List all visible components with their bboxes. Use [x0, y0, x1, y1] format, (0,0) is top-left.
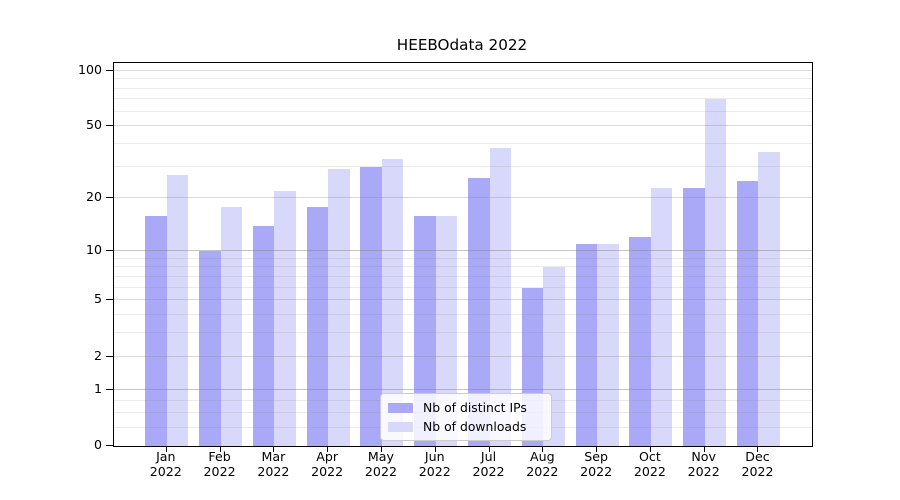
bar-distinct-ips-jan: [145, 215, 167, 446]
y-gridline: [114, 110, 812, 112]
x-tick-label-mar: Mar 2022: [257, 449, 290, 479]
chart-title: HEEBOdata 2022: [396, 36, 528, 54]
bar-downloads-jun: [435, 215, 458, 446]
x-tick-label-feb: Feb 2022: [203, 449, 236, 479]
legend-label-distinct-ips: Nb of distinct IPs: [423, 400, 527, 415]
x-tick-mark: [219, 446, 221, 452]
x-tick-label-oct: Oct 2022: [633, 449, 666, 479]
y-tick-mark: [106, 445, 113, 446]
x-tick-label-aug: Aug 2022: [526, 449, 559, 479]
bar-distinct-ips-may: [360, 166, 382, 446]
x-tick-mark: [488, 446, 490, 452]
bar-distinct-ips-dec: [736, 181, 759, 446]
bar-distinct-ips-sep: [575, 243, 598, 446]
bar-distinct-ips-apr: [306, 206, 329, 446]
y-tick-label: 20: [85, 189, 102, 205]
y-gridline: [114, 125, 812, 127]
y-gridline: [114, 286, 812, 288]
y-gridline: [114, 250, 812, 251]
bar-downloads-may: [381, 159, 404, 446]
y-tick-label: 1: [93, 380, 102, 396]
x-tick-mark: [649, 446, 651, 452]
legend-row-distinct-ips: Nb of distinct IPs: [388, 398, 551, 417]
bar-distinct-ips-feb: [199, 251, 221, 446]
y-gridline: [114, 78, 812, 80]
y-tick-label: 2: [93, 347, 102, 363]
bar-distinct-ips-oct: [629, 237, 651, 446]
y-gridline: [114, 275, 812, 277]
x-tick-mark: [596, 446, 598, 452]
y-tick-label: 100: [77, 61, 102, 77]
bar-downloads-nov: [704, 99, 727, 446]
x-tick-label-jan: Jan 2022: [149, 449, 182, 479]
y-tick-label: 0: [93, 437, 102, 452]
x-tick-label-nov: Nov 2022: [687, 449, 720, 479]
y-gridline: [114, 314, 812, 316]
x-tick-mark: [542, 446, 544, 452]
x-tick-label-sep: Sep 2022: [580, 449, 613, 479]
y-gridline: [114, 165, 812, 167]
y-tick-label: 5: [93, 291, 102, 307]
y-tick-label: 50: [85, 117, 102, 133]
x-tick-label-dec: Dec 2022: [741, 449, 774, 479]
bar-downloads-feb: [220, 206, 243, 446]
x-tick-mark: [703, 446, 705, 452]
y-gridline: [114, 257, 812, 259]
bar-downloads-oct: [650, 187, 673, 446]
bar-distinct-ips-mar: [252, 225, 275, 446]
legend-row-downloads: Nb of downloads: [388, 417, 551, 436]
legend: Nb of distinct IPs Nb of downloads: [380, 393, 552, 441]
y-tick-mark: [106, 299, 113, 301]
x-tick-mark: [380, 446, 382, 452]
y-gridline: [114, 332, 812, 334]
y-gridline: [114, 143, 812, 144]
bar-downloads-dec: [758, 152, 780, 446]
bar-downloads-jan: [166, 175, 189, 446]
x-tick-label-apr: Apr 2022: [311, 449, 344, 479]
x-tick-label-jul: Jul 2022: [472, 449, 505, 479]
bar-downloads-apr: [328, 169, 350, 446]
x-tick-label-may: May 2022: [364, 449, 397, 479]
y-tick-mark: [106, 125, 113, 127]
bar-downloads-jul: [489, 148, 512, 446]
y-gridline: [114, 87, 812, 89]
bar-distinct-ips-jun: [414, 215, 436, 446]
y-gridline: [114, 266, 812, 268]
x-tick-mark: [165, 446, 167, 452]
y-tick-mark: [106, 69, 113, 71]
y-gridline: [114, 69, 812, 71]
y-gridline: [114, 299, 812, 301]
y-tick-label: 10: [85, 241, 102, 257]
bar-downloads-mar: [274, 191, 296, 446]
y-gridline: [114, 197, 812, 199]
legend-label-downloads: Nb of downloads: [423, 419, 527, 434]
x-tick-label-jun: Jun 2022: [418, 449, 451, 479]
bar-downloads-sep: [597, 243, 619, 446]
x-tick-mark: [327, 446, 329, 452]
legend-swatch-downloads-icon: [388, 421, 413, 432]
x-tick-mark: [273, 446, 275, 452]
y-gridline: [114, 355, 812, 357]
y-tick-mark: [106, 249, 113, 251]
plot-area: Nb of distinct IPs Nb of downloads: [113, 62, 813, 447]
y-tick-mark: [106, 355, 113, 357]
y-gridline: [114, 98, 812, 100]
x-tick-mark: [757, 446, 759, 452]
legend-swatch-distinct-ips-icon: [388, 402, 413, 413]
x-tick-mark: [434, 446, 436, 452]
bar-distinct-ips-nov: [683, 187, 705, 446]
y-tick-mark: [106, 388, 113, 390]
bar-distinct-ips-jul: [468, 177, 490, 446]
y-gridline: [114, 388, 812, 390]
y-tick-mark: [106, 197, 113, 199]
